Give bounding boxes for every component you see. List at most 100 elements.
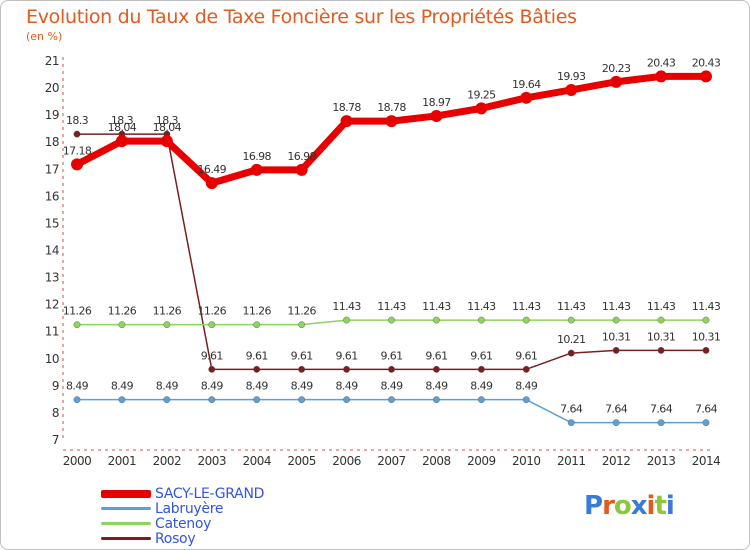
data-label: 8.49 [470,380,493,393]
y-tick-label: 8 [52,406,59,420]
data-point [565,83,578,96]
legend-swatch [101,522,151,525]
y-tick-label: 12 [45,298,59,312]
data-point [657,346,665,354]
data-label: 8.49 [291,380,314,393]
legend-swatch [101,507,151,510]
x-tick-label: 2002 [153,454,182,468]
y-tick-label: 19 [45,108,59,122]
data-point [295,163,308,176]
x-tick-label: 2007 [377,454,406,468]
x-tick-label: 2000 [63,454,92,468]
data-point [388,316,395,324]
data-label: 11.43 [422,300,451,313]
data-point [477,316,485,324]
data-point [477,365,485,373]
data-point [657,419,665,427]
data-point [118,396,126,404]
data-label: 19.64 [512,78,541,91]
data-label: 19.25 [467,88,496,101]
data-point [612,346,620,354]
data-label: 16.49 [198,163,227,176]
data-label: 11.43 [602,300,631,313]
data-label: 20.43 [692,56,721,69]
legend-label: Labruyère [155,500,224,517]
data-point [700,70,712,83]
y-tick-label: 11 [45,325,59,339]
y-tick-label: 14 [45,244,59,258]
y-tick-label: 15 [45,216,59,230]
chart-title: Evolution du Taux de Taxe Foncière sur l… [26,6,577,28]
data-point [343,396,350,404]
x-tick-label: 2004 [242,454,271,468]
data-label: 9.61 [291,349,313,362]
data-point [433,396,440,404]
x-tick-label: 2011 [557,454,586,468]
data-label: 7.64 [605,403,628,416]
data-label: 10.31 [602,330,631,343]
x-tick-label: 2006 [332,454,361,468]
data-label: 11.43 [332,300,361,313]
y-tick-label: 18 [45,135,59,149]
legend-item: Rosoy [101,531,264,547]
y-tick-label: 13 [45,271,59,285]
data-point [160,135,173,148]
data-point [250,163,263,176]
data-label: 18.04 [108,121,137,134]
x-tick-label: 2010 [512,454,541,468]
data-point [567,316,575,324]
data-label: 18.97 [422,96,451,109]
data-label: 8.49 [515,380,538,393]
data-label: 20.23 [602,62,631,75]
data-label: 11.26 [198,305,227,318]
data-point [73,130,81,138]
legend-item: SACY-LE-GRAND [101,486,264,502]
data-label: 9.61 [470,349,492,362]
data-point [388,396,395,404]
data-label: 11.43 [557,300,586,313]
proxiti-logo: Proxiti [584,491,675,521]
x-tick-label: 2012 [602,454,631,468]
data-point [298,396,306,404]
data-label: 9.61 [425,349,447,362]
data-label: 11.26 [287,305,316,318]
data-label: 9.61 [201,349,223,362]
data-point [655,70,668,83]
data-point [433,316,440,324]
data-point [567,419,575,427]
y-tick-label: 10 [45,352,59,366]
x-tick-label: 2013 [647,454,676,468]
data-point [253,321,261,329]
data-point [657,316,665,324]
x-tick-label: 2009 [467,454,496,468]
data-label: 9.61 [380,349,402,362]
x-tick-label: 2014 [692,454,721,468]
data-point [475,102,488,115]
data-label: 8.49 [201,380,224,393]
data-point [115,135,128,148]
data-label: 16.98 [287,150,316,163]
data-label: 7.64 [560,403,583,416]
data-label: 8.49 [380,380,403,393]
y-tick-label: 7 [52,433,59,447]
data-point [298,365,306,373]
data-point [477,396,485,404]
x-tick-label: 2005 [287,454,316,468]
data-label: 11.26 [242,305,271,318]
x-tick-label: 2003 [198,454,227,468]
data-label: 11.26 [63,305,92,318]
data-point [520,91,533,104]
y-tick-label: 9 [52,379,59,393]
legend-swatch [101,489,151,498]
data-point [163,396,171,404]
data-point [118,321,126,329]
data-label: 9.61 [336,349,358,362]
x-tick-label: 2001 [108,454,137,468]
data-label: 8.49 [425,380,448,393]
data-label: 11.43 [692,300,721,313]
data-label: 11.43 [377,300,406,313]
legend-swatch [101,537,151,540]
data-point [612,316,620,324]
